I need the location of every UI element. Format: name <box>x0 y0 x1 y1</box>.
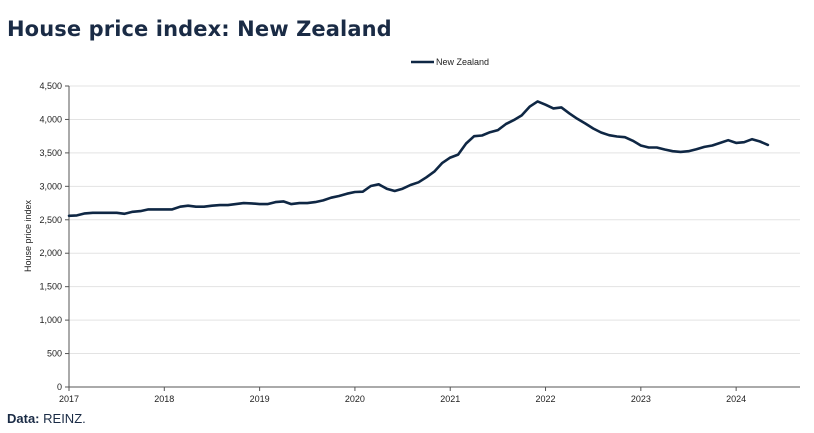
y-tick-label: 2,000 <box>39 248 62 258</box>
y-tick-label: 500 <box>47 349 62 359</box>
y-axis-ticks: 0 500 1,000 1,500 2,000 2,500 3,000 3,500 4,000 4… <box>39 81 69 392</box>
y-tick-label: 3,000 <box>39 181 62 191</box>
axes <box>68 86 800 388</box>
legend-label-new-zealand: New Zealand <box>436 57 489 67</box>
series-group <box>67 100 770 218</box>
grid <box>69 85 800 355</box>
x-tick-label: 2017 <box>59 394 79 404</box>
x-tick-label: 2024 <box>726 394 746 404</box>
y-axis-title: House price index <box>23 199 33 272</box>
x-tick-label: 2018 <box>154 394 174 404</box>
x-tick-label: 2021 <box>440 394 460 404</box>
y-tick-label: 3,500 <box>39 148 62 158</box>
legend: New Zealand <box>411 57 489 67</box>
x-tick-label: 2022 <box>536 394 556 404</box>
source-value: REINZ. <box>43 411 86 426</box>
x-tick-label: 2023 <box>631 394 651 404</box>
y-tick-label: 4,000 <box>39 114 62 124</box>
y-tick-label: 0 <box>57 382 62 392</box>
x-axis-ticks: 2017 2018 2019 2020 2021 2022 2023 2024 <box>59 387 746 404</box>
y-tick-label: 1,000 <box>39 315 62 325</box>
y-tick-label: 4,500 <box>39 81 62 91</box>
y-tick-label: 2,500 <box>39 215 62 225</box>
y-tick-label: 1,500 <box>39 282 62 292</box>
chart-title: House price index: New Zealand <box>7 17 392 41</box>
source-label: Data: <box>7 411 40 426</box>
x-tick-label: 2019 <box>250 394 270 404</box>
series-line-new-zealand <box>67 100 770 218</box>
x-tick-label: 2020 <box>345 394 365 404</box>
data-source: Data: REINZ. <box>7 411 86 426</box>
